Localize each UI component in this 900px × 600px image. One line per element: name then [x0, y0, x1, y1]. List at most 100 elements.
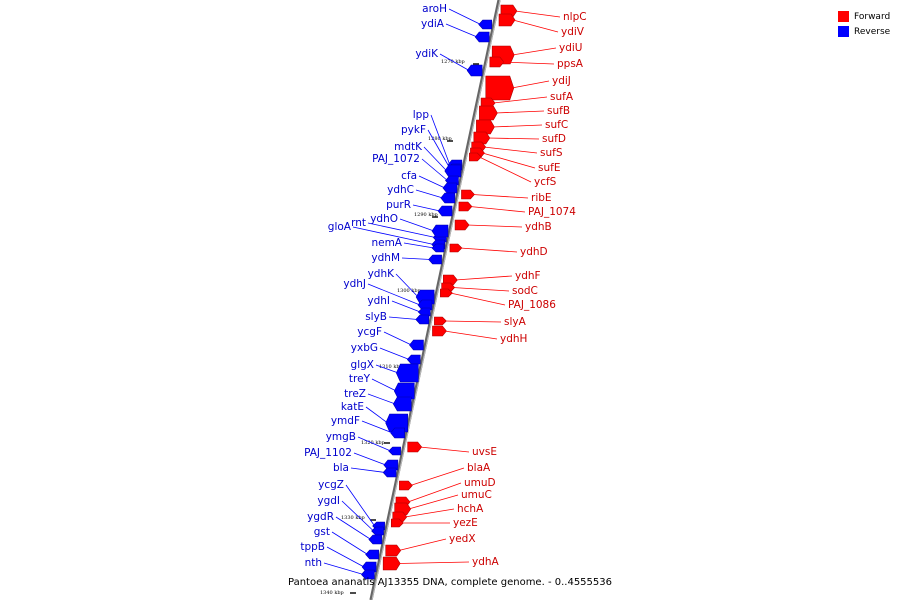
reverse-gene-label[interactable]: ydhJ: [343, 278, 366, 290]
reverse-gene-shape[interactable]: [417, 299, 433, 311]
reverse-gene-shape[interactable]: [383, 459, 399, 471]
forward-gene-label[interactable]: sufS: [540, 147, 563, 159]
reverse-gene-label[interactable]: ymdF: [331, 415, 360, 427]
forward-gene-label[interactable]: ycfS: [534, 176, 557, 188]
reverse-gene-shape[interactable]: [437, 205, 453, 217]
forward-gene-shape[interactable]: [479, 105, 498, 121]
reverse-gene-shape[interactable]: [406, 354, 421, 365]
reverse-gene-shape[interactable]: [392, 396, 412, 412]
forward-gene-shape[interactable]: [449, 243, 463, 253]
reverse-gene-label[interactable]: ycgF: [357, 326, 382, 338]
reverse-gene-label[interactable]: PAJ_1072: [372, 153, 420, 165]
forward-gene-shape[interactable]: [432, 325, 447, 337]
reverse-gene-shape[interactable]: [365, 549, 379, 560]
reverse-gene-shape[interactable]: [371, 526, 384, 536]
forward-gene-shape[interactable]: [382, 556, 401, 571]
reverse-gene-shape[interactable]: [396, 363, 419, 383]
forward-gene-label[interactable]: hchA: [457, 503, 484, 515]
forward-gene-label[interactable]: sufD: [542, 133, 566, 145]
forward-gene-label[interactable]: umuC: [461, 489, 492, 501]
reverse-gene-shape[interactable]: [431, 224, 449, 238]
reverse-gene-label[interactable]: nth: [305, 557, 322, 569]
forward-gene-label[interactable]: ppsA: [557, 58, 584, 70]
forward-gene-label[interactable]: umuD: [464, 477, 496, 489]
forward-gene-label[interactable]: ydhH: [500, 333, 527, 345]
forward-gene-shape[interactable]: [485, 75, 515, 101]
forward-gene-label[interactable]: slyA: [504, 316, 527, 328]
forward-gene-shape[interactable]: [440, 288, 453, 298]
reverse-gene-label[interactable]: ydiA: [421, 18, 445, 30]
reverse-gene-label[interactable]: ydhM: [371, 252, 400, 264]
reverse-gene-label[interactable]: ydhK: [368, 268, 396, 280]
reverse-gene-label[interactable]: PAJ_1102: [304, 447, 352, 459]
forward-gene-label[interactable]: yezE: [453, 517, 478, 529]
forward-gene-label[interactable]: ydiU: [559, 42, 582, 54]
forward-gene-label[interactable]: ydhF: [515, 270, 541, 282]
reverse-gene-label[interactable]: bla: [333, 462, 349, 474]
reverse-gene-label[interactable]: rnt: [351, 217, 366, 229]
reverse-gene-label[interactable]: slyB: [365, 311, 387, 323]
forward-gene-label[interactable]: PAJ_1074: [528, 206, 576, 218]
reverse-gene-shape[interactable]: [466, 64, 483, 77]
forward-gene-shape[interactable]: [498, 13, 516, 27]
forward-gene-label[interactable]: yedX: [449, 533, 476, 545]
forward-gene-shape[interactable]: [458, 201, 473, 212]
reverse-gene-label[interactable]: cfa: [401, 170, 417, 182]
forward-gene-label[interactable]: sodC: [512, 285, 538, 297]
reverse-gene-shape[interactable]: [409, 339, 424, 351]
reverse-gene-label[interactable]: yxbG: [351, 342, 378, 354]
reverse-gene-shape[interactable]: [388, 446, 401, 456]
reverse-gene-label[interactable]: mdtK: [394, 141, 423, 153]
reverse-gene-label[interactable]: lpp: [413, 109, 430, 121]
reverse-gene-shape[interactable]: [444, 164, 462, 178]
forward-gene-label[interactable]: PAJ_1086: [508, 299, 556, 311]
forward-gene-label[interactable]: sufA: [550, 91, 574, 103]
reverse-gene-shape[interactable]: [382, 467, 397, 478]
reverse-gene-shape[interactable]: [431, 243, 445, 253]
reverse-gene-shape[interactable]: [360, 569, 375, 580]
forward-gene-label[interactable]: nlpC: [563, 11, 587, 23]
reverse-gene-shape[interactable]: [368, 534, 383, 545]
reverse-gene-label[interactable]: katE: [341, 401, 364, 413]
reverse-gene-shape[interactable]: [390, 427, 405, 439]
forward-gene-shape[interactable]: [489, 56, 505, 68]
reverse-gene-label[interactable]: ygdI: [317, 495, 340, 507]
forward-gene-label[interactable]: ydiJ: [552, 75, 571, 87]
forward-gene-shape[interactable]: [454, 219, 470, 231]
reverse-gene-label[interactable]: ydhI: [367, 295, 390, 307]
forward-gene-label[interactable]: blaA: [467, 462, 491, 474]
forward-gene-label[interactable]: ydhD: [520, 246, 548, 258]
forward-gene-shape[interactable]: [407, 441, 423, 453]
forward-gene-shape[interactable]: [461, 189, 475, 200]
forward-gene-label[interactable]: sufE: [538, 162, 560, 174]
reverse-gene-label[interactable]: glgX: [351, 359, 374, 371]
reverse-gene-shape[interactable]: [478, 19, 493, 30]
reverse-gene-shape[interactable]: [440, 192, 456, 204]
forward-gene-shape[interactable]: [476, 119, 495, 135]
reverse-gene-label[interactable]: treY: [349, 373, 371, 385]
reverse-gene-label[interactable]: pykF: [401, 124, 426, 136]
reverse-gene-shape[interactable]: [428, 254, 442, 265]
reverse-gene-label[interactable]: treZ: [344, 388, 366, 400]
reverse-gene-label[interactable]: gloA: [328, 221, 352, 233]
forward-gene-label[interactable]: sufB: [547, 105, 570, 117]
forward-gene-label[interactable]: uvsE: [472, 446, 497, 458]
reverse-gene-shape[interactable]: [417, 307, 431, 317]
forward-gene-shape[interactable]: [469, 152, 482, 162]
reverse-gene-shape[interactable]: [474, 31, 490, 43]
reverse-gene-shape[interactable]: [415, 314, 430, 325]
forward-gene-shape[interactable]: [385, 544, 402, 557]
reverse-gene-label[interactable]: ydhO: [370, 213, 398, 225]
reverse-gene-shape[interactable]: [385, 413, 408, 433]
reverse-gene-label[interactable]: tppB: [300, 541, 325, 553]
reverse-gene-label[interactable]: ydhC: [387, 184, 414, 196]
reverse-gene-label[interactable]: gst: [314, 526, 330, 538]
forward-gene-shape[interactable]: [434, 316, 447, 326]
forward-gene-label[interactable]: ribE: [531, 192, 552, 204]
reverse-gene-label[interactable]: ydiK: [415, 48, 439, 60]
forward-gene-shape[interactable]: [399, 480, 413, 491]
reverse-gene-shape[interactable]: [442, 182, 458, 194]
reverse-gene-label[interactable]: purR: [386, 199, 411, 211]
forward-gene-label[interactable]: ydiV: [561, 26, 585, 38]
reverse-gene-label[interactable]: nemA: [371, 237, 402, 249]
